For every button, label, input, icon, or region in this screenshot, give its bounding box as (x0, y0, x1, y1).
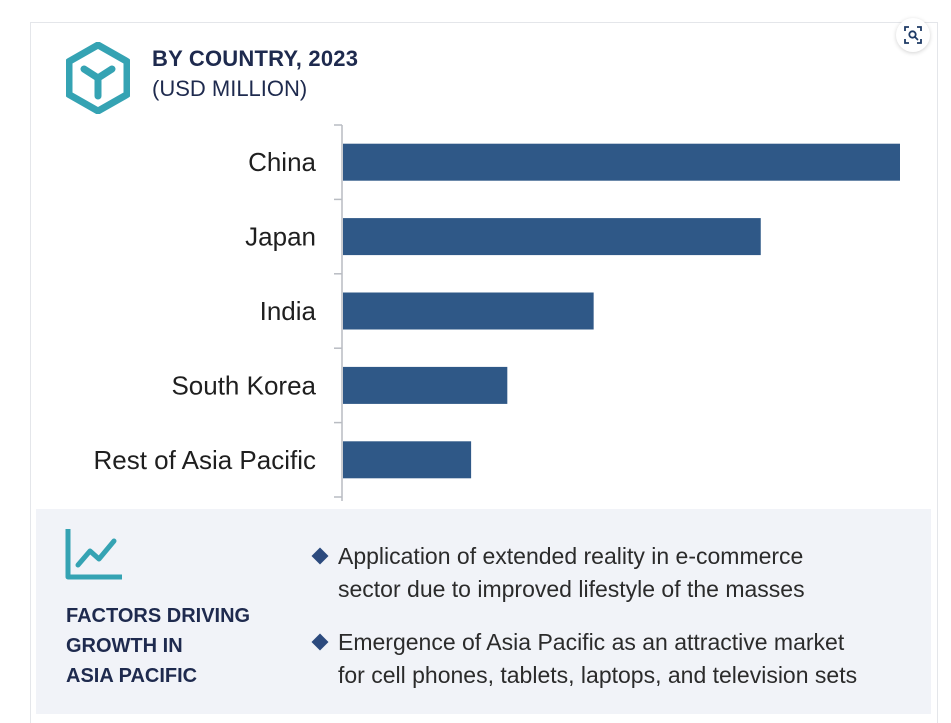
bar-japan (343, 218, 761, 256)
bar-india (343, 292, 594, 330)
factor-text-line: Emergence of Asia Pacific as an attracti… (338, 629, 845, 655)
factors-heading-line: GROWTH IN (66, 635, 183, 657)
factor-text-line: sector due to improved lifestyle of the … (338, 576, 805, 602)
chart-title: BY COUNTRY, 2023 (152, 46, 359, 71)
factor-text-line: for cell phones, tablets, laptops, and t… (338, 662, 858, 688)
factors-heading-line: ASIA PACIFIC (66, 665, 198, 687)
zoom-icon (904, 26, 922, 44)
category-label: India (260, 296, 317, 326)
category-label: Japan (245, 222, 316, 252)
trend-chart-icon (65, 529, 122, 580)
bar-south-korea (343, 366, 508, 404)
diamond-bullet-icon (311, 547, 329, 565)
cube-logo-icon (66, 42, 130, 114)
chart-subtitle: (USD MILLION) (152, 76, 308, 101)
factor-bullet: Emergence of Asia Pacific as an attracti… (311, 626, 922, 692)
factors-panel (36, 509, 931, 714)
factors-heading: FACTORS DRIVING GROWTH IN ASIA PACIFIC (66, 601, 250, 691)
bar-rest-of-asia-pacific (343, 441, 472, 479)
category-label: Rest of Asia Pacific (93, 445, 316, 475)
zoom-button[interactable] (896, 18, 930, 52)
category-label: South Korea (171, 370, 316, 400)
category-label: China (248, 147, 316, 177)
factors-heading-line: FACTORS DRIVING (66, 605, 251, 627)
diamond-bullet-icon (311, 633, 329, 651)
factor-text-line: Application of extended reality in e-com… (338, 543, 804, 569)
factor-bullet: Application of extended reality in e-com… (311, 540, 922, 606)
bar-china (343, 143, 900, 181)
